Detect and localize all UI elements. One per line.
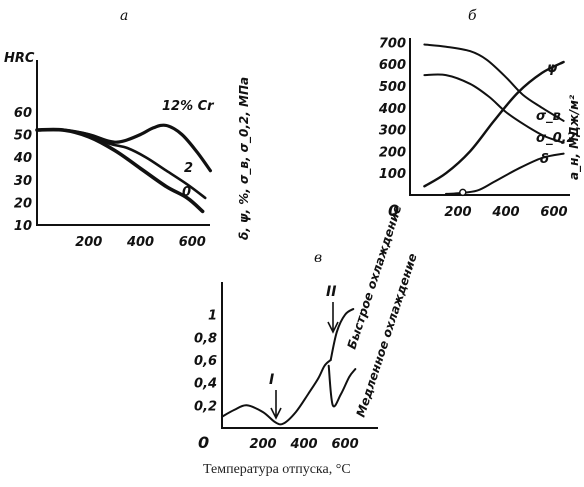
chart-b-series-0-line — [423, 60, 565, 188]
chart-b-y-tick-0: 100 — [379, 167, 406, 182]
chart-c-y-tick-0: 0,2 — [194, 399, 217, 414]
chart-c-annotation-slow: Медленное охлаждение — [354, 252, 420, 419]
chart-b-y-tick-3: 400 — [378, 102, 406, 117]
chart-b-series-label-psi: ψ — [547, 61, 558, 76]
chart-a-ylabel-left: HRC — [4, 51, 35, 66]
chart-b-y-tick-4: 500 — [379, 80, 406, 95]
chart-b-x-tick-2: 600 — [540, 205, 567, 220]
chart-a-y-tick-3: 40 — [13, 151, 32, 166]
chart-b-y-tick-5: 600 — [379, 58, 406, 73]
chart-b-x-ticks: 200 400 600 — [444, 205, 567, 220]
chart-c-panel-label: в — [314, 250, 322, 266]
chart-c-origin: 0 — [198, 433, 209, 452]
chart-a-panel-label: а — [120, 8, 128, 24]
chart-c-x-tick-2: 600 — [332, 437, 359, 452]
chart-a: а HRC δ, ψ, %, σ_в, σ_0,2, МПа 102030405… — [4, 8, 252, 250]
chart-a-axes — [36, 60, 210, 226]
chart-a-y-ticks: 10 20 30 40 50 60 — [13, 106, 32, 234]
chart-c-x-ticks: 200 400 600 — [249, 437, 358, 452]
chart-b-y-tick-2: 300 — [379, 124, 406, 139]
chart-c-series-0-line — [221, 359, 332, 426]
chart-b-series-label-sigma-b: σ_в — [536, 109, 561, 124]
chart-c-series-2-line — [327, 364, 357, 408]
chart-b-axes — [409, 38, 570, 196]
chart-a-ylabel-right: δ, ψ, %, σ_в, σ_0,2, МПа — [237, 77, 252, 240]
chart-a-x-ticks: 200 400 600 — [75, 235, 206, 250]
chart-c-series-1-line — [329, 308, 355, 361]
chart-a-series-1-line — [35, 128, 207, 200]
chart-b-origin: 0 — [388, 201, 399, 220]
chart-c-arrow-I — [270, 390, 282, 420]
chart-b-x-tick-0: 200 — [444, 205, 471, 220]
chart-c-axes — [221, 282, 378, 429]
chart-c-y-tick-1: 0,4 — [194, 377, 217, 392]
chart-c-marker-I: I — [269, 372, 274, 388]
chart-c-marker-II: II — [326, 284, 336, 300]
chart-b-series-1-line — [423, 43, 565, 122]
chart-a-x-tick-2: 600 — [179, 235, 206, 250]
chart-a-x-tick-0: 200 — [75, 235, 102, 250]
chart-a-y-tick-5: 60 — [14, 106, 32, 121]
chart-c-x-tick-1: 400 — [289, 437, 317, 452]
chart-b: б a_н, МДж/м² 0 100 200 300 400 500 600 700 20… — [378, 8, 582, 220]
chart-b-x-tick-1: 400 — [491, 205, 519, 220]
chart-c: в 0 0,20,40,60,81 200 400 600 I II Быстрое… — [194, 203, 420, 452]
chart-b-series-3-line — [445, 152, 565, 195]
chart-b-curves — [423, 43, 565, 197]
chart-b-ylabel-right: a_н, МДж/м² — [567, 94, 582, 180]
chart-a-series-2-line — [35, 127, 205, 214]
chart-c-curves — [221, 308, 357, 426]
chart-b-series-label-sigma-02: σ_0,2 — [536, 131, 576, 146]
chart-b-series-label-delta: δ — [540, 152, 549, 167]
chart-c-y-ticks: 0,2 0,4 0,6 0,8 1 — [194, 309, 217, 415]
chart-c-x-tick-0: 200 — [249, 437, 276, 452]
chart-a-series-label-2: 2 — [184, 161, 193, 176]
figure-caption: Температура отпуска, °C — [203, 462, 351, 477]
chart-a-curves — [35, 123, 212, 214]
chart-a-y-tick-0: 10 — [14, 219, 32, 234]
chart-b-y-tick-1: 200 — [379, 145, 406, 160]
chart-a-series-label-12cr: 12% Cr — [162, 99, 215, 114]
chart-c-y-tick-2: 0,6 — [194, 354, 217, 369]
chart-b-delta-marker — [459, 188, 467, 197]
chart-a-y-tick-2: 30 — [14, 174, 32, 189]
chart-b-y-tick-6: 700 — [379, 36, 406, 51]
chart-a-y-tick-1: 20 — [14, 196, 32, 211]
chart-b-series-2-line — [423, 73, 565, 144]
chart-a-series-label-0: 0 — [182, 185, 191, 200]
chart-b-y-ticks: 100 200 300 400 500 600 700 — [378, 36, 406, 182]
chart-c-arrow-II — [327, 302, 339, 334]
chart-c-y-tick-4: 1 — [208, 309, 217, 324]
chart-a-y-tick-4: 50 — [14, 129, 32, 144]
chart-b-panel-label: б — [468, 8, 477, 24]
chart-a-x-tick-1: 400 — [126, 235, 154, 250]
chart-c-y-tick-3: 0,8 — [194, 331, 217, 346]
